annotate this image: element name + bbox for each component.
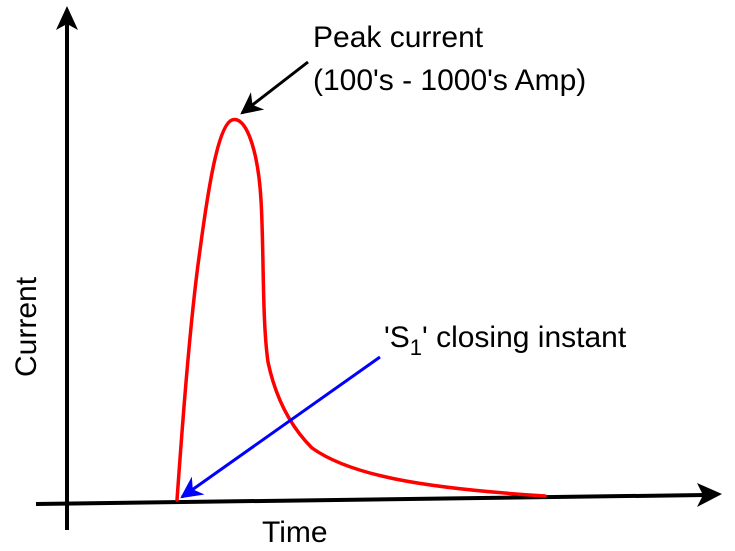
closing-instant-label: 'S1' closing instant xyxy=(384,321,627,360)
peak-arrow xyxy=(240,60,309,115)
x-axis xyxy=(35,483,722,507)
y-axis xyxy=(56,6,78,530)
closing-label-suffix: ' closing instant xyxy=(422,321,627,354)
closing-instant-arrow xyxy=(180,355,381,499)
peak-label-line2: (100's - 1000's Amp) xyxy=(313,64,586,97)
y-axis-label: Current xyxy=(10,276,43,377)
peak-label-line1: Peak current xyxy=(313,21,484,54)
x-axis-label: Time xyxy=(262,516,328,549)
closing-label-subscript: 1 xyxy=(410,335,422,360)
closing-label-prefix: 'S xyxy=(384,321,410,354)
current-pulse-curve xyxy=(175,117,547,502)
